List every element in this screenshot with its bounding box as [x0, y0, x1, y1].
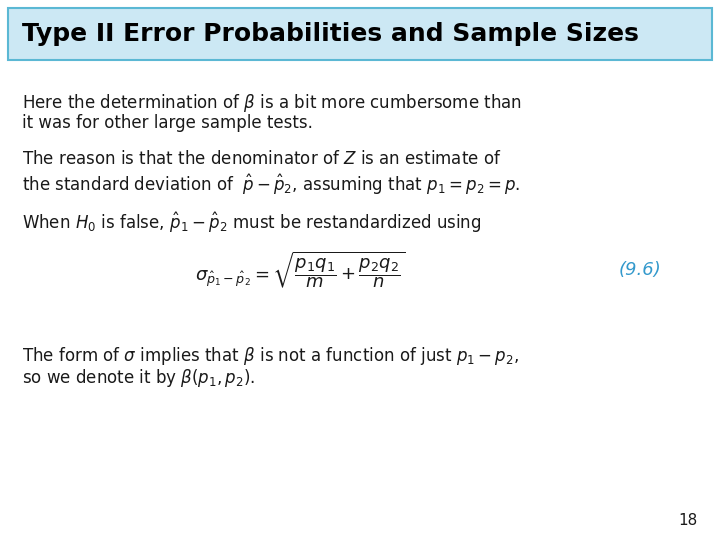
FancyBboxPatch shape	[8, 8, 712, 60]
Text: The reason is that the denominator of $Z$ is an estimate of: The reason is that the denominator of $Z…	[22, 150, 502, 168]
Text: (9.6): (9.6)	[618, 261, 662, 279]
Text: the standard deviation of $\;\hat{p} - \hat{p}_2$, assuming that $p_1 = p_2 = p$: the standard deviation of $\;\hat{p} - \…	[22, 172, 521, 197]
Text: it was for other large sample tests.: it was for other large sample tests.	[22, 114, 313, 132]
Text: When $H_0$ is false, $\hat{p}_1 - \hat{p}_2$ must be restandardized using: When $H_0$ is false, $\hat{p}_1 - \hat{p…	[22, 210, 482, 234]
Text: 18: 18	[679, 513, 698, 528]
Text: Type II Error Probabilities and Sample Sizes: Type II Error Probabilities and Sample S…	[22, 22, 639, 46]
Text: Here the determination of $\beta$ is a bit more cumbersome than: Here the determination of $\beta$ is a b…	[22, 92, 522, 114]
Text: The form of $\sigma$ implies that $\beta$ is not a function of just $p_1 - p_2$,: The form of $\sigma$ implies that $\beta…	[22, 345, 519, 367]
Text: $\sigma_{\hat{p}_1 - \hat{p}_2} = \sqrt{\dfrac{p_1 q_1}{m} + \dfrac{p_2 q_2}{n}}: $\sigma_{\hat{p}_1 - \hat{p}_2} = \sqrt{…	[195, 250, 405, 290]
Text: so we denote it by $\beta(p_1, p_2)$.: so we denote it by $\beta(p_1, p_2)$.	[22, 367, 256, 389]
